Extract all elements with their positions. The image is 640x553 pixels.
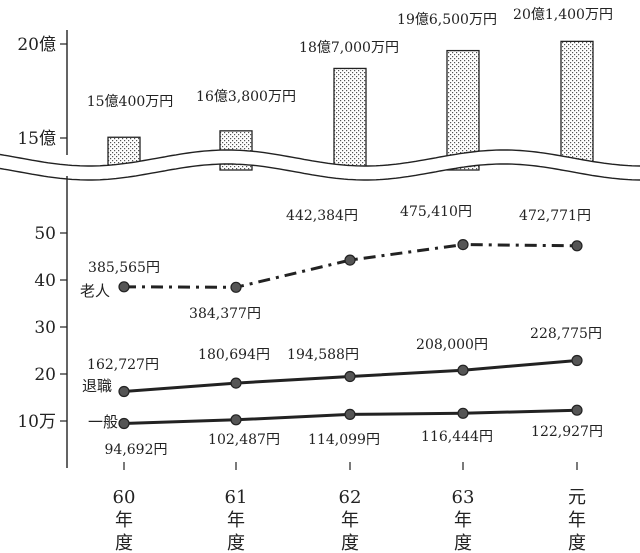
series-name-3: 一般 (88, 413, 118, 431)
x-label-top-4: 63 (452, 487, 475, 508)
x-label-mid-3: 年 (341, 510, 359, 531)
series-1-point-1 (118, 281, 130, 293)
lower-y-tick-label-1: 10万 (17, 412, 56, 432)
series-2-point-5 (571, 354, 583, 367)
axis-break (0, 149, 640, 181)
upper-y-tick-label-1: 15億 (17, 129, 56, 149)
series-2-label-5: 228,775円 (530, 326, 602, 342)
series-line-1 (123, 243, 578, 289)
series-1-point-5 (571, 240, 583, 252)
series-2-label-3: 194,588円 (287, 347, 359, 363)
series-3-point-1 (118, 417, 130, 430)
x-label-bottom-3: 度 (341, 533, 359, 553)
bar-5 (560, 40, 594, 171)
series-3-point-2 (230, 414, 242, 426)
bar-value-label-2: 16億3,800万円 (196, 89, 296, 105)
break-line-upper (0, 149, 640, 167)
series-1-point-2 (230, 281, 242, 293)
lower-y-tick-label-3: 30 (34, 318, 56, 338)
series-3-label-1: 94,692円 (105, 442, 168, 458)
series-name-1: 老人 (80, 282, 110, 300)
series-3-point-5 (571, 404, 583, 416)
series-1-point-3 (344, 254, 356, 266)
break-band (0, 150, 640, 180)
lower-y-tick-label-2: 20 (34, 365, 56, 385)
x-label-mid-1: 年 (115, 510, 133, 531)
series-1-label-2: 384,377円 (189, 306, 261, 322)
bar-value-label-5: 20億1,400万円 (513, 7, 613, 23)
series-2-label-4: 208,000円 (416, 337, 488, 353)
series-name-2: 退職 (82, 377, 112, 395)
x-label-mid-4: 年 (454, 510, 472, 531)
upper-y-tick-label-2: 20億 (17, 35, 56, 55)
series-1-point-4 (457, 239, 469, 251)
x-label-mid-2: 年 (227, 510, 245, 531)
x-label-bottom-1: 度 (115, 533, 133, 553)
series-3-label-4: 116,444円 (421, 429, 493, 445)
series-2-label-1: 162,727円 (87, 357, 159, 373)
series-3-label-2: 102,487円 (208, 432, 280, 448)
bar-value-label-4: 19億6,500万円 (397, 12, 497, 28)
series-1-label-3: 442,384円 (286, 208, 358, 224)
x-label-top-5: 元 (568, 487, 586, 508)
x-label-mid-5: 年 (568, 510, 586, 531)
series-1-label-4: 475,410円 (400, 204, 472, 220)
x-label-bottom-4: 度 (454, 533, 472, 553)
x-label-top-3: 62 (339, 487, 362, 508)
bar-value-label-3: 18億7,000万円 (299, 40, 399, 56)
bar-4 (446, 49, 480, 171)
x-label-bottom-2: 度 (227, 533, 245, 553)
x-label-top-1: 60 (113, 487, 136, 508)
break-line-lower (0, 163, 640, 181)
bar-value-label-1: 15億400万円 (87, 94, 174, 110)
bar-layer: 15億400万円 16億3,800万円 18億7,000万円 19億6,500万円 20… (87, 7, 613, 171)
series-3-label-3: 114,099円 (308, 432, 380, 448)
series-2-point-3 (344, 370, 356, 383)
series-3-point-4 (457, 407, 469, 419)
bar-3 (333, 67, 367, 171)
series-2-point-4 (457, 364, 469, 376)
series-2-point-1 (118, 385, 130, 398)
x-label-top-2: 61 (225, 487, 248, 508)
series-1-label-1: 385,565円 (88, 260, 160, 276)
series-3-point-3 (344, 408, 356, 420)
series-1-label-5: 472,771円 (519, 208, 591, 224)
series-2-point-2 (230, 377, 242, 389)
line-layer: 385,565円 384,377円 442,384円 475,410円 472,771円… (80, 204, 603, 458)
series-2-label-2: 180,694円 (198, 347, 270, 363)
lower-y-tick-label-4: 40 (34, 271, 56, 291)
x-label-bottom-5: 度 (568, 533, 586, 553)
lower-y-tick-label-5: 50 (34, 224, 56, 244)
series-3-label-5: 122,927円 (531, 424, 603, 440)
